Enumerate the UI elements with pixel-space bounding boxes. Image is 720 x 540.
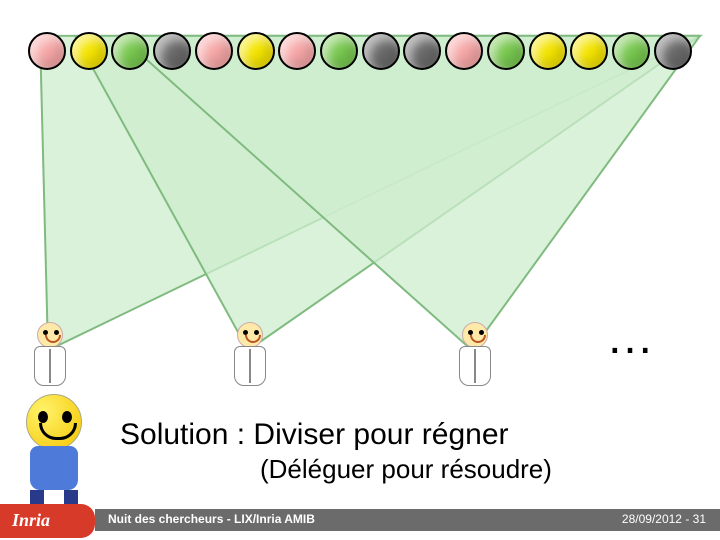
scientist-3 — [455, 322, 495, 397]
ball-pink — [28, 32, 66, 70]
ellipsis: … — [606, 310, 660, 365]
logo-text: Inria — [12, 510, 50, 531]
triangle — [40, 36, 700, 350]
balls-row — [28, 32, 692, 70]
ball-grey — [403, 32, 441, 70]
slide-title: Solution : Diviser pour régner — [120, 418, 509, 452]
scientist-1 — [30, 322, 70, 397]
ball-pink — [445, 32, 483, 70]
scientist-2 — [230, 322, 270, 397]
ball-grey — [153, 32, 191, 70]
ball-green — [487, 32, 525, 70]
ball-green — [320, 32, 358, 70]
ball-yellow — [570, 32, 608, 70]
slide-subtitle: (Déléguer pour résoudre) — [260, 454, 552, 485]
footer-date: 28/09/2012 - 31 — [622, 512, 706, 526]
ball-grey — [654, 32, 692, 70]
ball-yellow — [237, 32, 275, 70]
triangle — [120, 36, 700, 350]
smiley-character: Bejard rulez! — [14, 394, 94, 504]
ball-pink — [278, 32, 316, 70]
footer: Inria Nuit des chercheurs - LIX/Inria AM… — [0, 502, 720, 540]
footer-event: Nuit des chercheurs - LIX/Inria AMIB — [108, 512, 315, 526]
ball-grey — [362, 32, 400, 70]
ball-yellow — [70, 32, 108, 70]
ball-pink — [195, 32, 233, 70]
slide-root: … Bejard rulez! Solution : Diviser pour … — [0, 0, 720, 540]
ball-yellow — [529, 32, 567, 70]
ball-green — [612, 32, 650, 70]
triangle — [75, 36, 700, 350]
ball-green — [111, 32, 149, 70]
